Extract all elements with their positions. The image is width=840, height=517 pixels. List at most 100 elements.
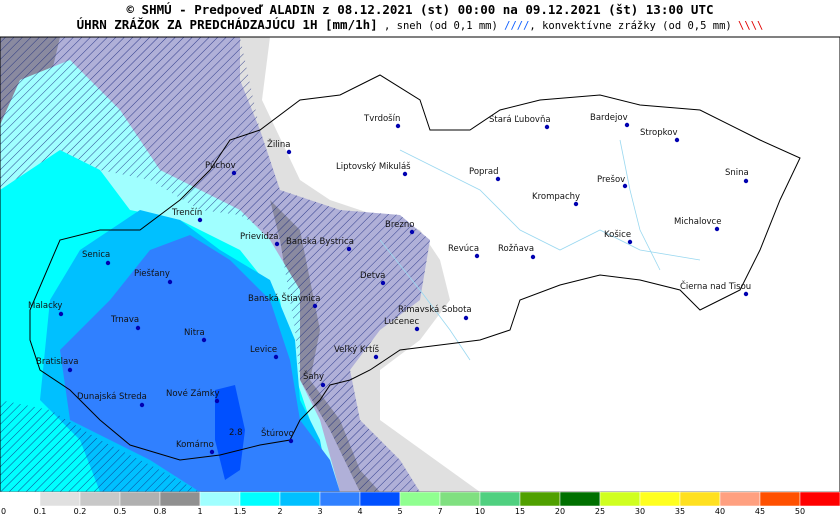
city-dot xyxy=(743,178,749,184)
legend-swatch xyxy=(799,491,840,507)
city-dot xyxy=(402,171,408,177)
precip-zone xyxy=(215,385,245,480)
city-label: Prešov xyxy=(597,174,625,185)
legend-label: 35 xyxy=(675,507,685,516)
city-dot xyxy=(544,124,550,130)
city-dot xyxy=(474,253,480,259)
city-dot xyxy=(395,123,401,129)
city-label: Nové Zámky xyxy=(166,388,219,399)
legend-label: 50 xyxy=(795,507,805,516)
city-dot xyxy=(105,260,111,266)
city-dot xyxy=(714,226,720,232)
city-dot xyxy=(743,291,749,297)
city-label: Detva xyxy=(360,271,385,281)
legend-swatch xyxy=(0,491,41,507)
legend-swatch xyxy=(519,491,561,507)
legend-swatch xyxy=(39,491,81,507)
city-dot xyxy=(274,241,280,247)
city-label: Čierna nad Tisou xyxy=(680,280,751,292)
legend-label: 5 xyxy=(397,507,402,516)
title: © SHMÚ - Predpoveď ALADIN z 08.12.2021 (… xyxy=(127,2,714,17)
legend-swatch xyxy=(439,491,481,507)
legend-label: 7 xyxy=(437,507,442,516)
city-label: Nitra xyxy=(184,328,205,338)
city-label: Veľký Krtíš xyxy=(334,344,380,355)
city-dot xyxy=(674,137,680,143)
city-label: Krompachy xyxy=(532,192,580,202)
city-label: Košice xyxy=(604,229,631,240)
city-label: Lučenec xyxy=(384,316,419,327)
snow-hatch xyxy=(0,400,200,492)
legend-swatch xyxy=(759,491,801,507)
city-dot xyxy=(288,438,294,444)
legend-swatch xyxy=(599,491,641,507)
subtitle: ÚHRN ZRÁŽOK ZA PREDCHÁDZAJÚCU 1H [mm/1h]… xyxy=(77,17,764,32)
city-label: Dunajská Streda xyxy=(77,392,147,402)
city-dot xyxy=(380,280,386,286)
city-dot xyxy=(167,279,173,285)
city-label: Púchov xyxy=(205,161,236,171)
legend-swatch xyxy=(559,491,601,507)
legend-swatch xyxy=(359,491,401,507)
legend-swatch xyxy=(199,491,241,507)
river xyxy=(399,149,701,261)
subtitle-snow: , sneh (od 0,1 mm) xyxy=(378,20,504,32)
river xyxy=(379,239,471,361)
legend-label: 0 xyxy=(1,507,6,516)
legend-label: 0.1 xyxy=(34,507,47,516)
city-label: Štúrovo xyxy=(261,427,294,439)
city-dot xyxy=(312,303,318,309)
convective-symbol: \\\\ xyxy=(738,20,763,32)
legend-swatch xyxy=(279,491,321,507)
legend-label: 45 xyxy=(755,507,765,516)
city-dot xyxy=(346,246,352,252)
marker-label: 2.8 xyxy=(229,428,243,438)
snow-hatch xyxy=(0,37,430,492)
city-label: Banská Štiavnica xyxy=(248,292,321,304)
city-label: Stará Ľubovňa xyxy=(489,114,551,125)
city-dot xyxy=(463,315,469,321)
city-label: Bratislava xyxy=(36,357,78,367)
city-dot xyxy=(67,367,73,373)
legend-swatch xyxy=(319,491,361,507)
river xyxy=(619,139,661,271)
subtitle-convective: , konvektívne zrážky (od 0,5 mm) xyxy=(529,20,738,32)
city-label: Poprad xyxy=(469,167,499,177)
city-dot xyxy=(627,239,633,245)
legend-swatch xyxy=(719,491,761,507)
city-dot xyxy=(320,382,326,388)
city-label: Levice xyxy=(250,345,277,355)
city-label: Žilina xyxy=(267,138,291,150)
city-label: Rožňava xyxy=(498,243,534,254)
city-label: Stropkov xyxy=(640,128,677,138)
legend-label: 15 xyxy=(515,507,525,516)
legend-label: 40 xyxy=(715,507,725,516)
legend-swatch xyxy=(79,491,121,507)
legend-swatch xyxy=(239,491,281,507)
city-dot xyxy=(58,311,64,317)
city-dot xyxy=(286,149,292,155)
city-label: Banská Bystrica xyxy=(286,237,354,247)
legend-label: 0.2 xyxy=(74,507,87,516)
city-dot xyxy=(209,449,215,455)
legend-label: 10 xyxy=(475,507,485,516)
legend-label: 0.5 xyxy=(114,507,127,516)
legend-label: 20 xyxy=(555,507,565,516)
city-label: Trenčín xyxy=(171,207,202,218)
legend-label: 3 xyxy=(317,507,322,516)
legend-swatch xyxy=(479,491,521,507)
city-label: Snina xyxy=(725,168,749,178)
legend-label: 30 xyxy=(635,507,645,516)
city-dot xyxy=(135,325,141,331)
city-dot xyxy=(622,183,628,189)
city-label: Senica xyxy=(82,250,110,260)
legend-label: 4 xyxy=(357,507,362,516)
city-label: Trnava xyxy=(110,315,139,325)
city-label: Šahy xyxy=(303,370,324,382)
subtitle-main: ÚHRN ZRÁŽOK ZA PREDCHÁDZAJÚCU 1H [mm/1h] xyxy=(77,17,378,32)
precip-zone xyxy=(60,235,340,492)
city-label: Michalovce xyxy=(674,217,721,227)
legend-swatch xyxy=(399,491,441,507)
city-label: Bardejov xyxy=(590,113,628,123)
